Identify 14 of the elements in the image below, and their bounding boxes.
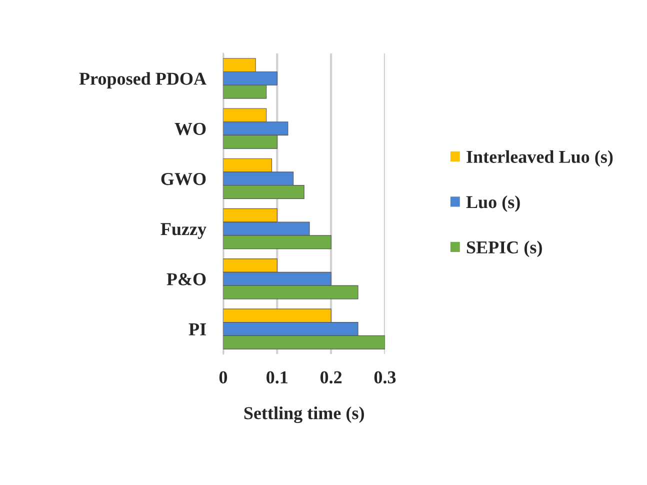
legend-label: Luo (s) [466,196,520,212]
legend-label: SEPIC (s) [466,240,542,258]
x-tick-label: 0 [219,371,228,384]
y-tick-label: WO [174,122,206,136]
x-axis-title: Settling time (s) [244,406,364,424]
y-tick-label: Proposed PDOA [79,72,206,89]
y-tick-label: PI [188,323,206,336]
y-tick-label: Fuzzy [160,223,206,239]
y-tick-label: P&O [166,273,206,286]
x-tick-label: 0.2 [320,371,342,384]
legend-label: Interleaved Luo (s) [466,150,613,167]
x-tick-label: 0.1 [266,371,288,384]
x-tick-label: 0.3 [374,371,396,384]
y-tick-label: GWO [161,172,206,186]
